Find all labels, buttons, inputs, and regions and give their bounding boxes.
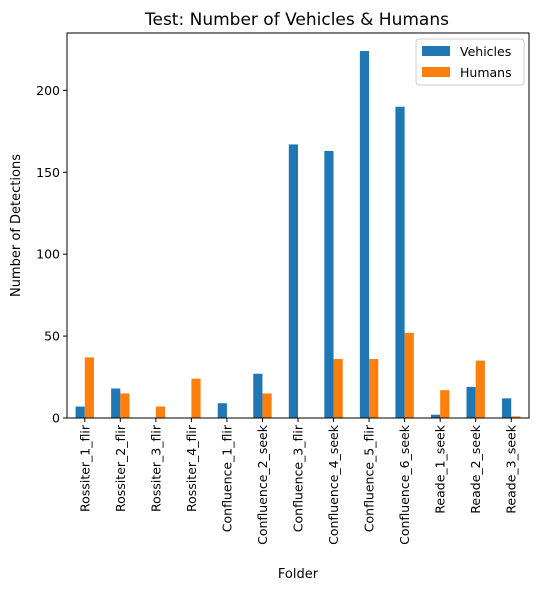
x-axis: Rossiter_1_flir Rossiter_2_flir Rossiter_3…: [77, 418, 519, 545]
x-tick-label: Rossiter_3_flir: [148, 424, 163, 512]
bar-humans-rossiter-4-flir: [191, 378, 201, 418]
bar-vehicles-reade-3-seek: [502, 398, 512, 418]
bar-humans-confluence-5-flir: [369, 359, 379, 418]
y-axis-label: Number of Detections: [9, 154, 24, 297]
bar-humans-confluence-4-seek: [333, 359, 343, 418]
bar-humans-rossiter-3-flir: [155, 406, 166, 418]
bar-humans-reade-1-seek: [440, 390, 450, 418]
x-tick-label: Confluence_3_flir: [291, 424, 306, 532]
x-tick-label: Confluence_2_seek: [255, 424, 270, 545]
chart-title: Test: Number of Vehicles & Humans: [144, 10, 449, 30]
y-tick-label: 200: [36, 83, 60, 98]
bar-vehicles-confluence-5-flir: [359, 51, 370, 419]
x-tick-label: Confluence_4_seek: [326, 424, 341, 545]
bar-vehicles-confluence-6-seek: [395, 106, 405, 419]
legend-label-humans: Humans: [460, 65, 512, 80]
bar-humans-confluence-6-seek: [404, 332, 414, 418]
bar-vehicles-confluence-2-seek: [253, 373, 263, 418]
bar-humans-reade-2-seek: [475, 360, 485, 418]
y-tick-label: 0: [52, 411, 60, 426]
bar-vehicles-reade-1-seek: [430, 414, 441, 418]
x-tick-label: Reade_2_seek: [468, 424, 483, 513]
bar-vehicles-confluence-1-flir: [217, 403, 227, 418]
bar-humans-confluence-2-seek: [262, 393, 272, 418]
x-tick-label: Reade_3_seek: [504, 424, 519, 513]
legend-label-vehicles: Vehicles: [460, 44, 511, 59]
plot-frame: [66, 32, 530, 419]
legend-swatch-humans: [422, 67, 450, 77]
y-tick-label: 50: [44, 329, 60, 344]
x-tick-label: Confluence_5_flir: [362, 424, 377, 532]
bar-humans-rossiter-2-flir: [120, 393, 130, 418]
x-axis-label: Folder: [278, 567, 319, 582]
x-tick-label: Reade_1_seek: [433, 424, 448, 513]
y-tick-label: 100: [36, 247, 60, 262]
bar-vehicles-rossiter-2-flir: [111, 388, 121, 418]
x-tick-label: Confluence_1_flir: [219, 424, 234, 532]
x-tick-label: Confluence_6_seek: [397, 424, 412, 545]
y-tick-label: 150: [36, 165, 60, 180]
y-axis: 0 50 100 150 200: [36, 83, 67, 426]
x-tick-label: Rossiter_1_flir: [77, 424, 92, 512]
bars-group: [75, 51, 521, 419]
bar-humans-reade-3-seek: [511, 416, 521, 418]
legend: Vehicles Humans: [415, 38, 525, 86]
bar-vehicles-reade-2-seek: [466, 386, 476, 418]
legend-swatch-vehicles: [422, 46, 450, 56]
bar-vehicles-rossiter-1-flir: [75, 406, 85, 418]
x-tick-label: Rossiter_4_flir: [184, 424, 199, 512]
bar-humans-rossiter-1-flir: [84, 357, 94, 418]
bar-vehicles-confluence-4-seek: [324, 150, 334, 418]
x-tick-label: Rossiter_2_flir: [113, 424, 128, 512]
bar-vehicles-confluence-3-flir: [288, 144, 298, 419]
